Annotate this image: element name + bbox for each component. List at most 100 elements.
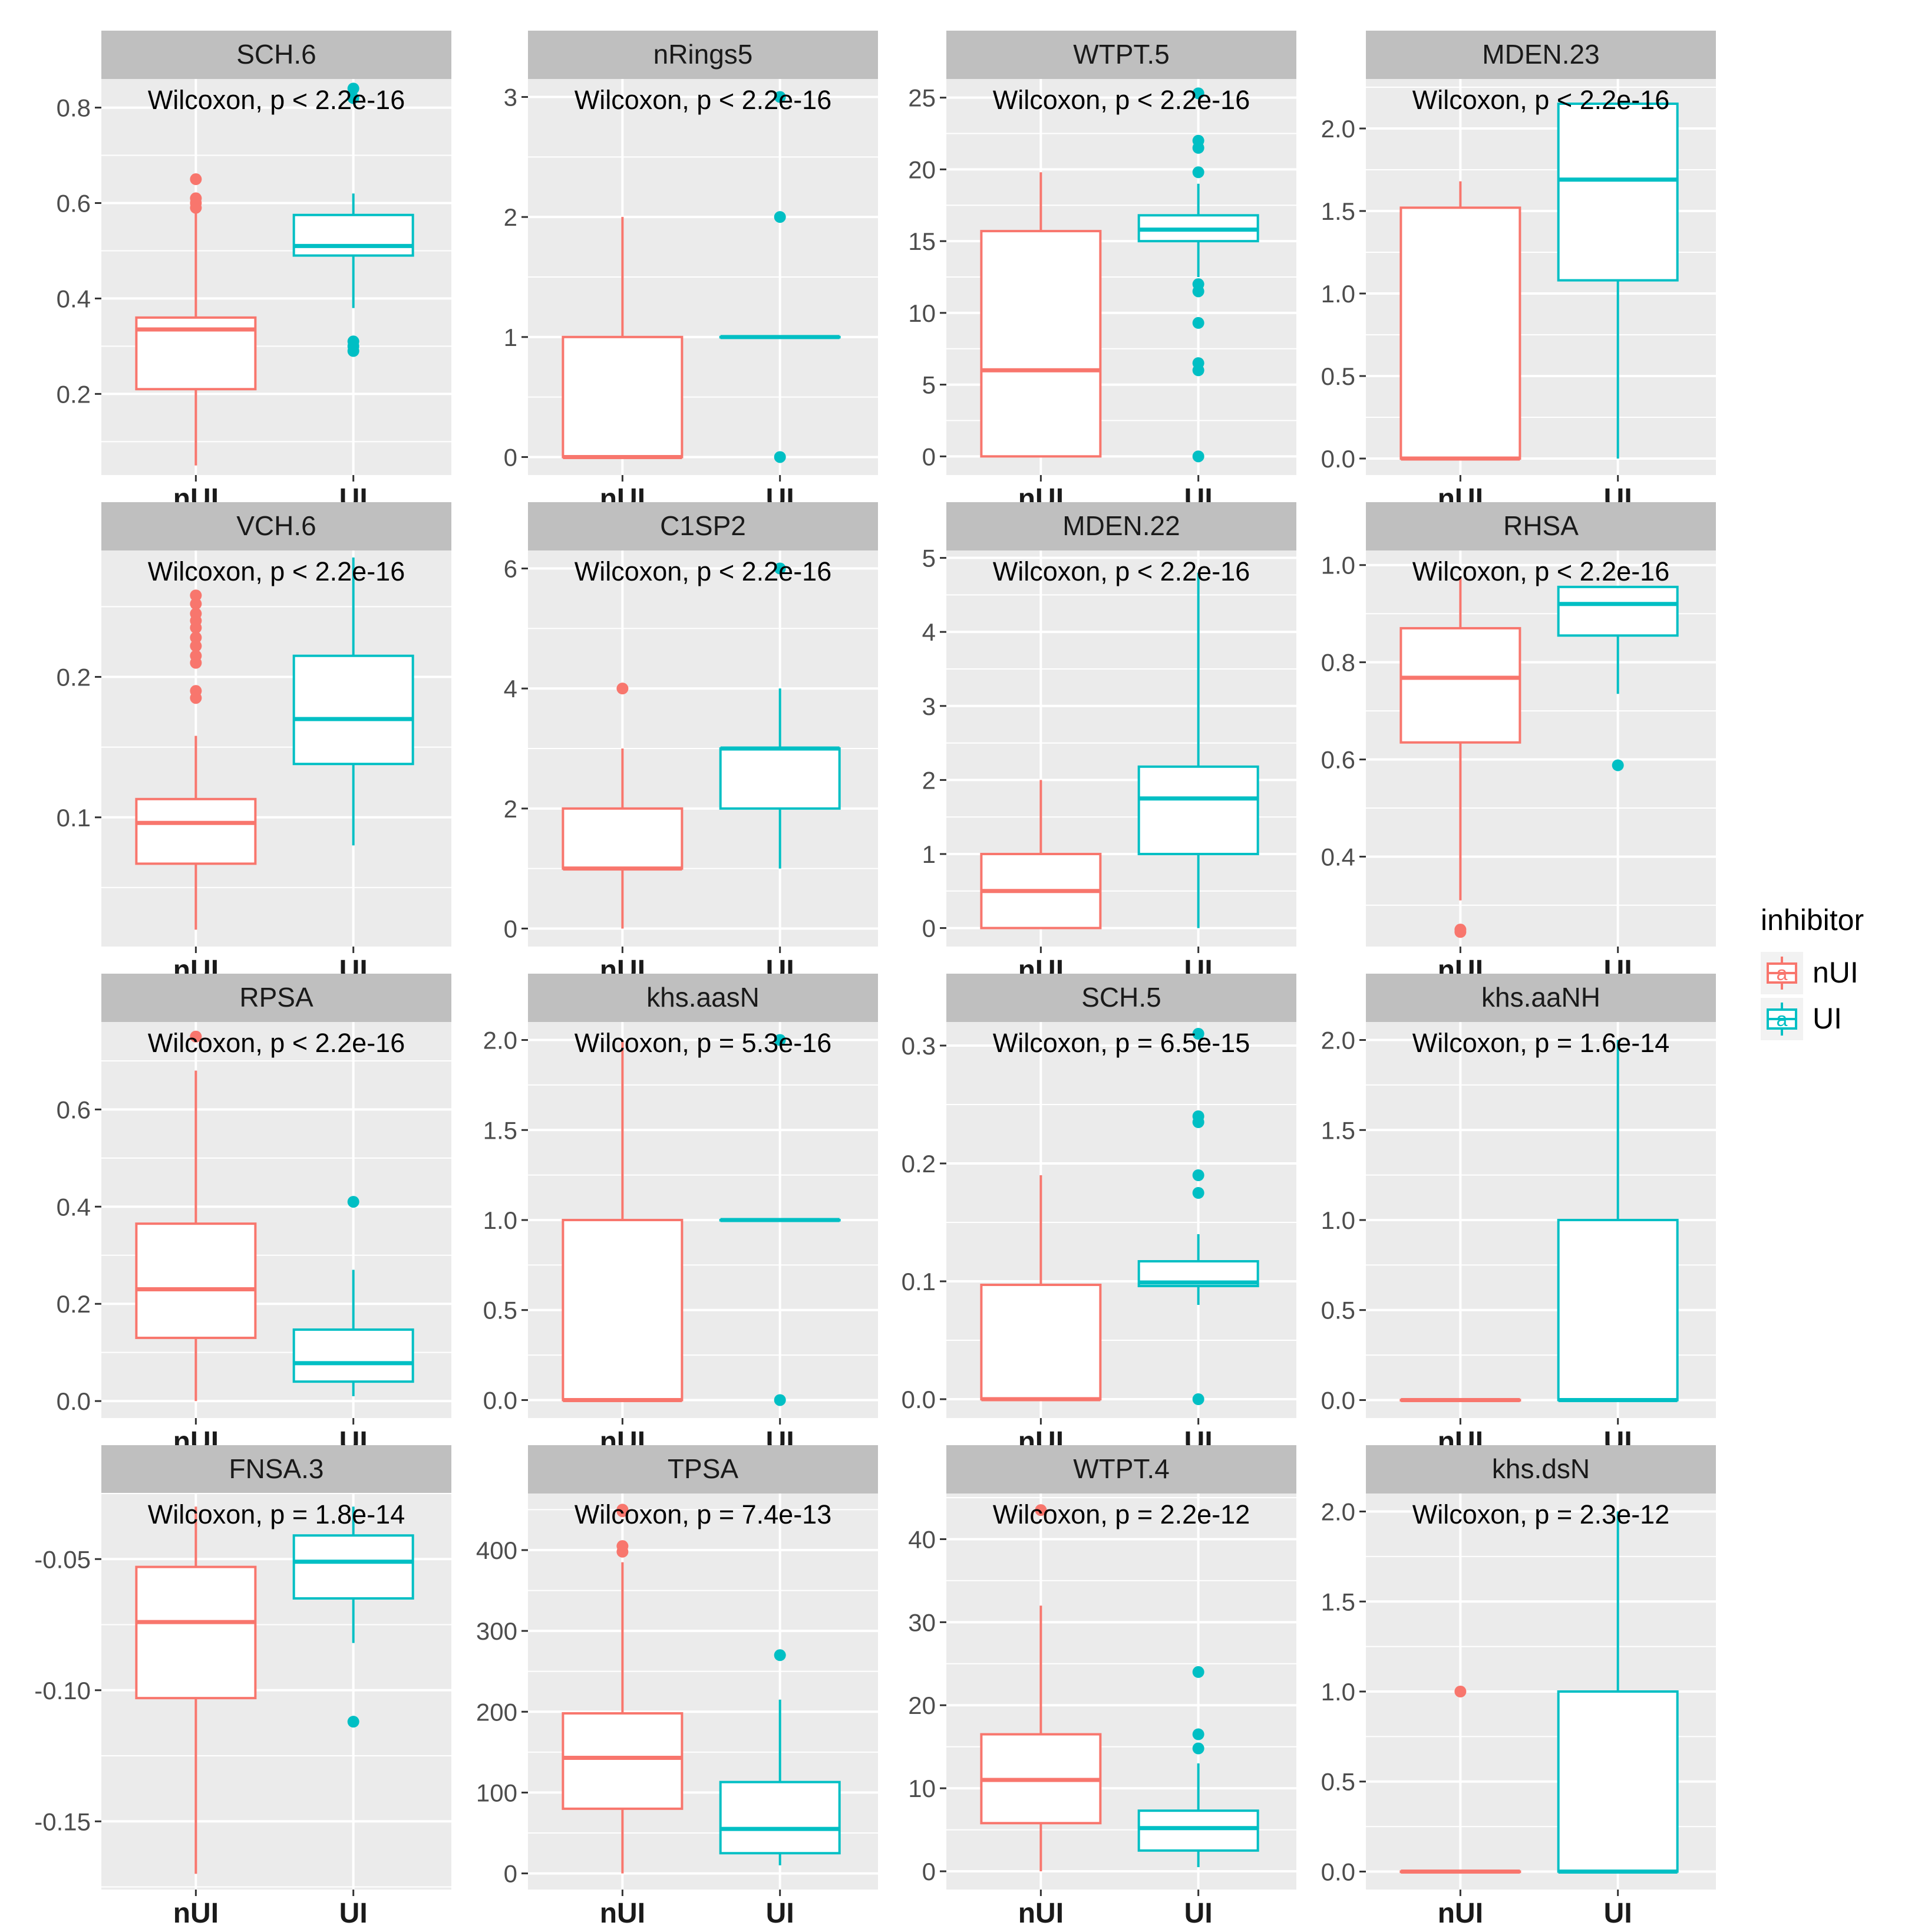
box-ui — [1557, 1040, 1679, 1402]
x-tick-label: nUI — [1018, 1898, 1064, 1929]
box-nui — [135, 173, 257, 466]
x-tick-label: nUI — [173, 1898, 219, 1929]
outlier-point — [1192, 1393, 1204, 1405]
wilcoxon-annotation: Wilcoxon, p < 2.2e-16 — [148, 556, 405, 586]
y-tick-label: 2.0 — [1321, 1498, 1355, 1526]
outlier-point — [1192, 87, 1204, 100]
outlier-point — [1035, 1504, 1047, 1516]
y-tick-label: 6 — [504, 555, 517, 583]
outlier-point — [1192, 1028, 1204, 1040]
box-iqr — [562, 807, 684, 870]
facet-panel-khs-aanh: khs.aaNH 0.0 0.5 1.0 1.5 2.0 Wilcoxon, p = 1.6… — [1321, 974, 1716, 1458]
box-nui — [135, 1030, 257, 1402]
facet-title: FNSA.3 — [229, 1453, 323, 1484]
y-tick-label: 0.2 — [57, 380, 91, 408]
facet-strip — [528, 1445, 878, 1493]
y-tick-label: 0.0 — [1321, 1858, 1355, 1885]
wilcoxon-annotation: Wilcoxon, p = 5.3e-16 — [575, 1028, 832, 1058]
y-tick-label: 0.4 — [57, 1193, 91, 1221]
facet-strip — [946, 1445, 1296, 1493]
outlier-point — [774, 451, 786, 463]
facet-title: MDEN.23 — [1482, 39, 1599, 70]
facet-panel-sch-6: SCH.60.20.40.60.8 Wilcoxon, p < 2.2e-16nU… — [57, 31, 451, 515]
box-nui — [1399, 1686, 1521, 1874]
box-iqr — [562, 335, 684, 459]
outlier-point — [190, 589, 202, 602]
legend-key-glyph: a — [1777, 1008, 1788, 1031]
y-tick-label: 0 — [922, 915, 936, 942]
wilcoxon-annotation: Wilcoxon, p < 2.2e-16 — [993, 556, 1250, 586]
outlier-point — [774, 91, 786, 103]
box-iqr — [1557, 1690, 1679, 1873]
y-tick-label: 0.0 — [483, 1386, 517, 1414]
y-tick-label: 0.8 — [1321, 649, 1355, 677]
outlier-point — [1454, 1686, 1467, 1697]
facet-strip — [101, 31, 451, 79]
wilcoxon-annotation: Wilcoxon, p < 2.2e-16 — [575, 85, 832, 115]
legend-title: inhibitor — [1761, 904, 1864, 937]
y-tick-label: 2.0 — [483, 1027, 517, 1054]
y-tick-label: 0.1 — [902, 1268, 936, 1295]
legend-key-glyph: a — [1777, 962, 1788, 985]
wilcoxon-annotation: Wilcoxon, p = 1.8e-14 — [148, 1499, 405, 1529]
facet-title: TPSA — [668, 1453, 738, 1484]
panel-background — [101, 79, 451, 475]
outlier-point — [190, 173, 202, 186]
facet-strip — [101, 974, 451, 1022]
outlier-point — [190, 640, 202, 652]
y-tick-label: 1.5 — [1321, 197, 1355, 225]
facet-title: RPSA — [239, 982, 313, 1013]
y-tick-label: 0.5 — [1321, 362, 1355, 390]
facet-title: SCH.6 — [236, 39, 316, 70]
box-iqr — [292, 1534, 414, 1600]
y-tick-label: 0 — [504, 1860, 517, 1888]
box-nui — [980, 1504, 1102, 1872]
box-iqr — [719, 747, 841, 810]
outlier-point — [1192, 1742, 1204, 1755]
facet-strip — [101, 1445, 451, 1493]
y-tick-label: -0.10 — [34, 1677, 91, 1704]
wilcoxon-annotation: Wilcoxon, p < 2.2e-16 — [575, 556, 832, 586]
y-tick-label: 0.2 — [902, 1150, 936, 1178]
box-nui — [135, 1506, 257, 1874]
box-iqr — [562, 1219, 684, 1402]
outlier-point — [190, 631, 202, 644]
y-tick-label: 100 — [476, 1779, 517, 1806]
facet-panel-fnsa-3: FNSA.3 -0.15 -0.10 -0.05 Wilcoxon, p = 1.8e-… — [34, 1445, 451, 1929]
legend: inhibitor a nUI a UI — [1761, 904, 1864, 1040]
y-tick-label: 0.5 — [1321, 1768, 1355, 1796]
box-nui — [562, 1504, 684, 1874]
outlier-point — [1192, 1728, 1204, 1740]
box-ui — [292, 1196, 414, 1396]
y-tick-label: 20 — [908, 156, 936, 183]
outlier-point — [616, 1540, 629, 1552]
box-nui — [135, 589, 257, 930]
box-iqr — [562, 1712, 684, 1810]
facet-title: VCH.6 — [236, 510, 316, 541]
facet-strip — [101, 502, 451, 550]
y-tick-label: 2.0 — [1321, 1027, 1355, 1054]
box-ui — [719, 1034, 841, 1406]
y-tick-label: 0.8 — [57, 94, 91, 122]
facet-strip — [946, 502, 1296, 550]
legend-entry-ui: UI — [1813, 1002, 1842, 1035]
outlier-point — [190, 650, 202, 662]
box-iqr — [1137, 765, 1259, 855]
box-iqr — [292, 213, 414, 257]
wilcoxon-annotation: Wilcoxon, p < 2.2e-16 — [1412, 85, 1670, 115]
facet-panel-mden-23: MDEN.23 0.0 0.5 1.0 1.5 2.0 Wilcoxon, p < 2.2e… — [1321, 31, 1716, 515]
facet-strip — [528, 31, 878, 79]
y-tick-label: 20 — [908, 1692, 936, 1719]
facet-panel-wtpt-4: WTPT.4 0 10 20 30 40 Wilcoxon, p = 2.2e-12 nUI U… — [908, 1445, 1296, 1929]
outlier-point — [347, 83, 359, 95]
y-tick-label: 10 — [908, 1775, 936, 1802]
facet-title: C1SP2 — [660, 510, 746, 541]
box-iqr — [980, 1284, 1102, 1400]
box-iqr — [1399, 206, 1521, 460]
y-tick-label: -0.05 — [34, 1545, 91, 1573]
box-nui — [1399, 577, 1521, 938]
y-tick-label: 1.5 — [1321, 1116, 1355, 1144]
box-ui — [292, 83, 414, 357]
box-iqr — [719, 1781, 841, 1855]
